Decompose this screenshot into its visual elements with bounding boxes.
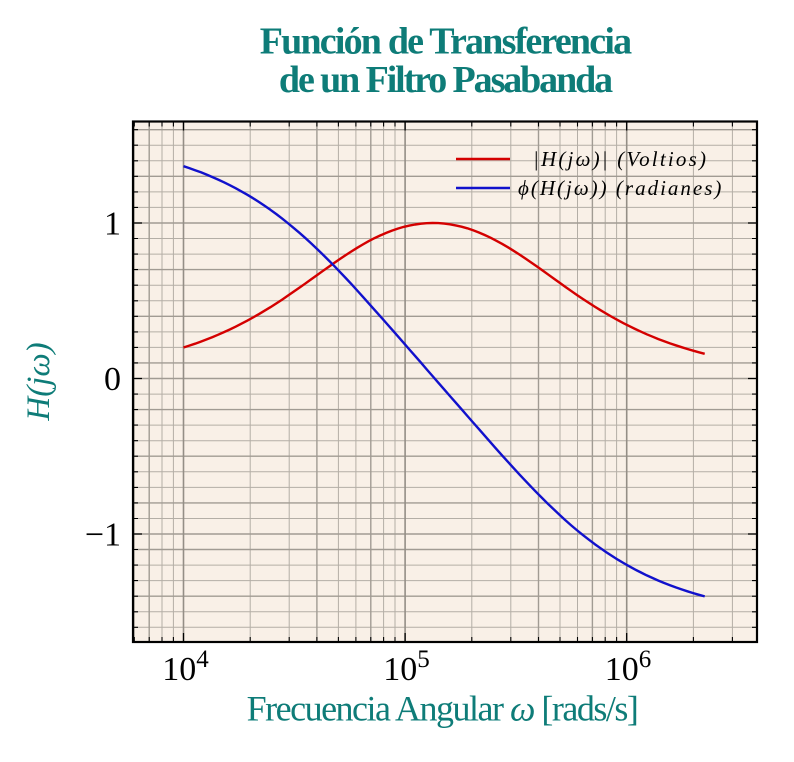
svg-text:1: 1 [104,205,121,242]
svg-text:|H(jω)| (Voltios): |H(jω)| (Voltios) [533,147,708,171]
svg-text:Función de Transferencia: Función de Transferencia [260,21,632,63]
svg-text:H(jω): H(jω) [21,342,57,421]
svg-text:−1: −1 [85,516,121,553]
svg-text:de un Filtro Pasabanda: de un Filtro Pasabanda [279,59,613,101]
svg-text:Frecuencia Angular ω [rads/s]: Frecuencia Angular ω [rads/s] [247,689,638,729]
svg-text:ϕ(H(jω)) (radianes): ϕ(H(jω)) (radianes) [518,176,723,200]
svg-text:0: 0 [104,361,121,398]
